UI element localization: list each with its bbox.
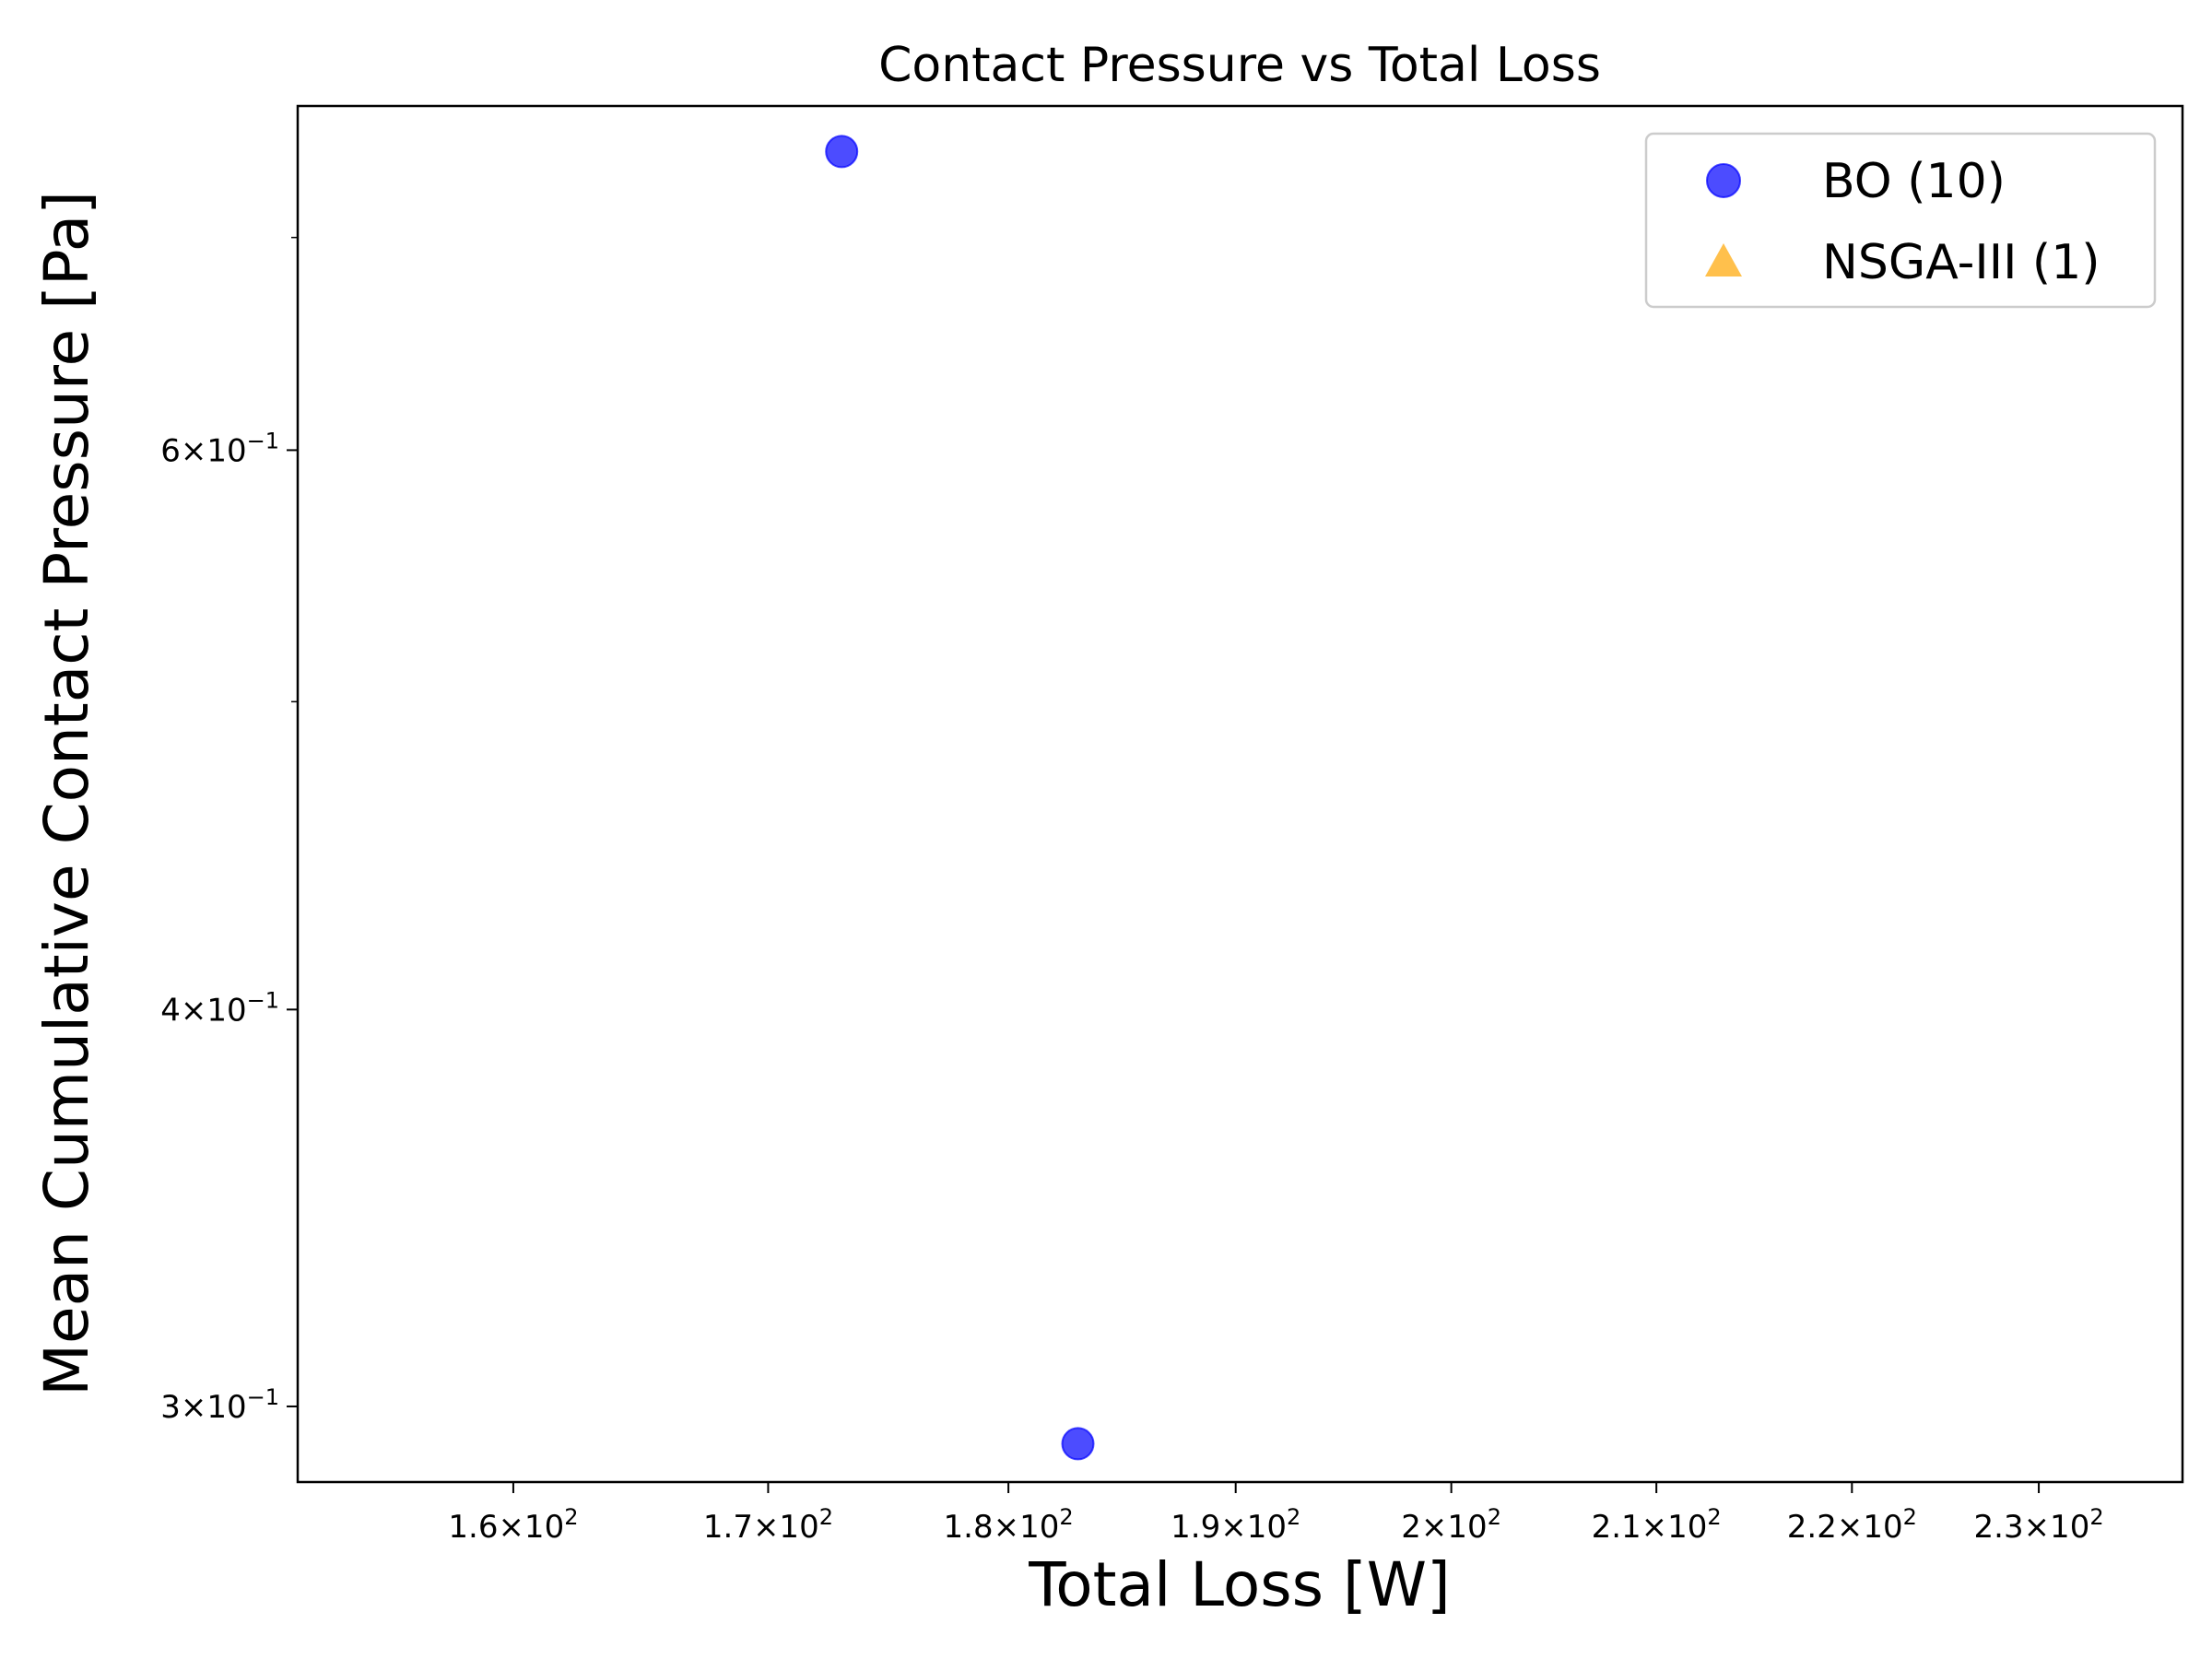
legend-marker-triangle — [1705, 243, 1742, 276]
data-point — [825, 135, 859, 169]
x-tick-label: 1.6×102 — [448, 1504, 578, 1546]
data-points — [825, 135, 1095, 1461]
x-tick-label: 2.2×102 — [1787, 1504, 1917, 1546]
x-tick-label: 2.1×102 — [1592, 1504, 1722, 1546]
y-axis-ticks: 3×10−1 4×10−1 6×10−1 — [160, 236, 298, 1426]
x-tick-label: 2.3×102 — [1974, 1504, 2104, 1546]
plot-area — [296, 104, 2184, 1484]
x-tick-label: 1.8×102 — [944, 1504, 1074, 1546]
legend: BO (10) NSGA-III (1) — [1644, 132, 2157, 309]
x-axis-label: Total Loss [W] — [1028, 1549, 1451, 1620]
x-axis-ticks: 1.6×102 1.7×102 1.8×102 1.9×102 2×102 2.1×102… — [448, 1482, 2104, 1546]
chart-title: Contact Pressure vs Total Loss — [878, 38, 1601, 93]
x-tick-label: 2×102 — [1401, 1504, 1501, 1546]
y-tick-label: 4×10−1 — [160, 987, 279, 1029]
x-tick-label: 1.9×102 — [1171, 1504, 1300, 1546]
legend-marker-circle — [1706, 163, 1741, 198]
y-tick-label: 6×10−1 — [160, 428, 279, 469]
legend-frame — [1644, 132, 2157, 309]
legend-label: BO (10) — [1822, 154, 2006, 209]
y-tick-label: 3×10−1 — [160, 1384, 279, 1426]
data-point — [1061, 1427, 1095, 1461]
x-tick-label: 1.7×102 — [703, 1504, 833, 1546]
y-axis-label: Mean Cumulative Contact Pressure [Pa] — [31, 191, 102, 1396]
legend-label: NSGA-III (1) — [1822, 235, 2100, 290]
